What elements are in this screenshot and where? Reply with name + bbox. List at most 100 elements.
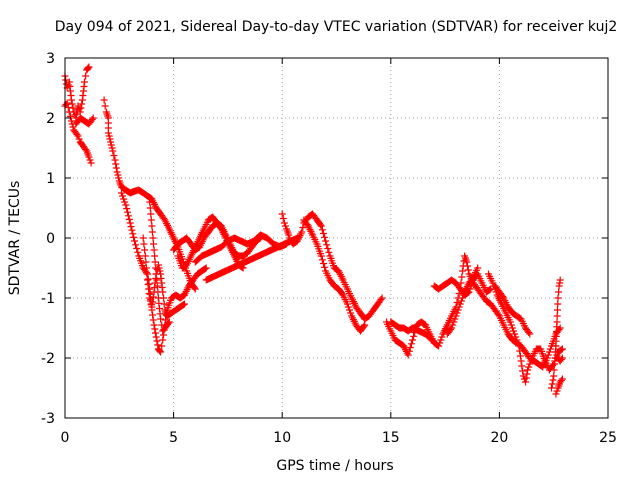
data-point (556, 324, 564, 332)
data-point (321, 263, 329, 271)
data-point (286, 234, 294, 242)
data-point (557, 346, 565, 354)
x-axis-label: GPS time / hours (276, 458, 393, 474)
data-point (127, 223, 135, 231)
data-point (153, 276, 161, 284)
data-point (107, 138, 115, 146)
data-point (551, 360, 559, 368)
data-point (202, 264, 210, 272)
data-point (323, 241, 331, 249)
data-point (154, 288, 162, 296)
y-tick-label: -2 (41, 351, 55, 367)
data-point (150, 246, 158, 254)
data-point (143, 270, 151, 278)
data-point (112, 164, 120, 172)
data-point (142, 264, 150, 272)
data-point (459, 267, 466, 275)
data-point (149, 316, 157, 324)
data-point (299, 224, 307, 231)
data-point (146, 294, 154, 302)
data-point (464, 266, 472, 274)
data-point (152, 270, 160, 278)
data-point (451, 315, 459, 323)
data-point (108, 144, 116, 152)
data-point (76, 108, 84, 116)
data-point (148, 303, 156, 311)
data-point (553, 312, 561, 320)
data-point (73, 131, 81, 138)
data-point (153, 337, 161, 345)
chart-title: Day 094 of 2021, Sidereal Day-to-day VTE… (55, 19, 618, 35)
data-point (129, 230, 137, 238)
data-point (552, 342, 560, 350)
data-point (119, 192, 127, 200)
data-point (84, 64, 92, 72)
data-point (278, 210, 286, 218)
data-point (157, 315, 165, 323)
data-point (558, 345, 566, 353)
data-point (73, 110, 81, 118)
y-tick-label: 2 (46, 111, 55, 127)
data-point (157, 348, 165, 356)
data-point (435, 342, 443, 350)
y-axis-label: SDTVAR / TECUs (7, 181, 23, 296)
data-point (555, 282, 563, 290)
data-point (554, 294, 562, 302)
data-point (158, 342, 166, 350)
data-point (68, 100, 76, 108)
data-point (410, 332, 418, 340)
data-point (152, 333, 160, 341)
data-point (321, 233, 329, 241)
data-point (452, 312, 460, 320)
data-point (519, 367, 527, 375)
data-point (552, 390, 560, 398)
x-tick-label: 20 (490, 430, 508, 446)
data-point (110, 152, 118, 159)
data-point (515, 342, 523, 350)
data-point (361, 321, 369, 329)
data-point (553, 348, 561, 356)
data-point (165, 318, 173, 326)
x-tick-label: 10 (273, 430, 291, 446)
data-point (525, 329, 533, 336)
data-point (64, 81, 72, 89)
y-tick-label: 3 (46, 51, 55, 67)
y-tick-label: -1 (41, 291, 55, 307)
data-point (406, 344, 414, 351)
data-point (527, 357, 535, 365)
data-point (85, 63, 93, 71)
data-point (64, 104, 72, 111)
data-point (557, 356, 565, 363)
data-point (322, 237, 330, 245)
data-point (517, 357, 525, 365)
data-point (156, 347, 164, 355)
data-point (522, 374, 530, 382)
data-point (346, 306, 353, 314)
data-point (123, 205, 131, 213)
data-point (149, 311, 157, 319)
data-point (510, 327, 517, 335)
data-point (409, 336, 416, 344)
data-point (152, 264, 160, 272)
data-point (126, 219, 134, 227)
data-point (120, 195, 128, 203)
data-point (128, 226, 136, 234)
x-tick-label: 0 (61, 430, 70, 446)
data-point (141, 246, 149, 254)
data-point (146, 198, 154, 206)
data-point (164, 319, 172, 327)
x-tick-label: 25 (599, 430, 617, 446)
data-point (112, 160, 120, 168)
data-point (124, 208, 132, 216)
data-point (85, 153, 93, 161)
data-point (494, 311, 502, 318)
data-point (516, 347, 524, 355)
data-point (318, 256, 326, 264)
data-point (107, 141, 115, 149)
x-tick-label: 15 (382, 430, 400, 446)
data-point (525, 363, 533, 371)
data-point (121, 198, 129, 206)
data-point (360, 322, 368, 330)
data-point (448, 324, 456, 332)
data-point (101, 102, 109, 110)
